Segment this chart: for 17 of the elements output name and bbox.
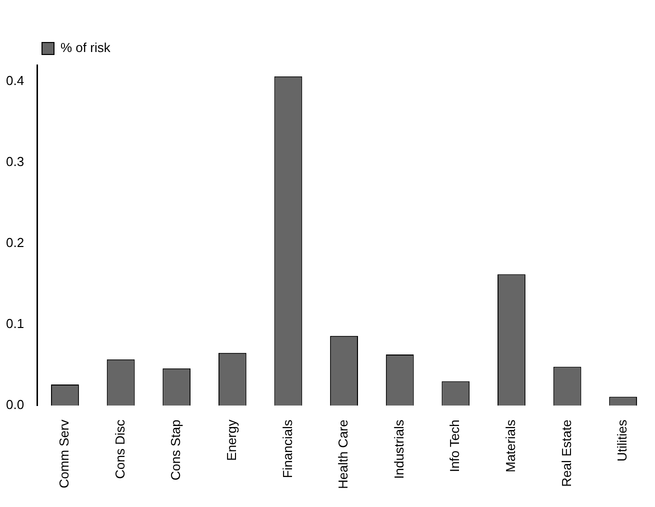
- legend-label: % of risk: [60, 40, 111, 56]
- x-tick-label: Industrials: [391, 419, 406, 479]
- x-tick-label: Cons Stap: [168, 420, 184, 480]
- y-tick-label: 0.1: [6, 316, 24, 332]
- x-tick-label: Financials: [280, 419, 295, 478]
- x-tick-label: Cons Disc: [112, 419, 128, 479]
- y-tick-label: 0.3: [6, 154, 24, 169]
- x-tick-label: Utilities: [614, 419, 630, 462]
- x-tick-label: Info Tech: [447, 420, 462, 472]
- y-tick-label: 0.0: [6, 397, 24, 412]
- y-tick-label: 0.4: [6, 72, 24, 88]
- x-tick-label: Health Care: [336, 420, 351, 490]
- x-tick-label: Energy: [224, 419, 239, 461]
- x-tick-label: Real Estate: [558, 420, 574, 487]
- x-tick-label: Comm Serv: [56, 419, 72, 488]
- x-tick-label: Materials: [503, 419, 518, 472]
- y-tick-label: 0.2: [6, 235, 24, 250]
